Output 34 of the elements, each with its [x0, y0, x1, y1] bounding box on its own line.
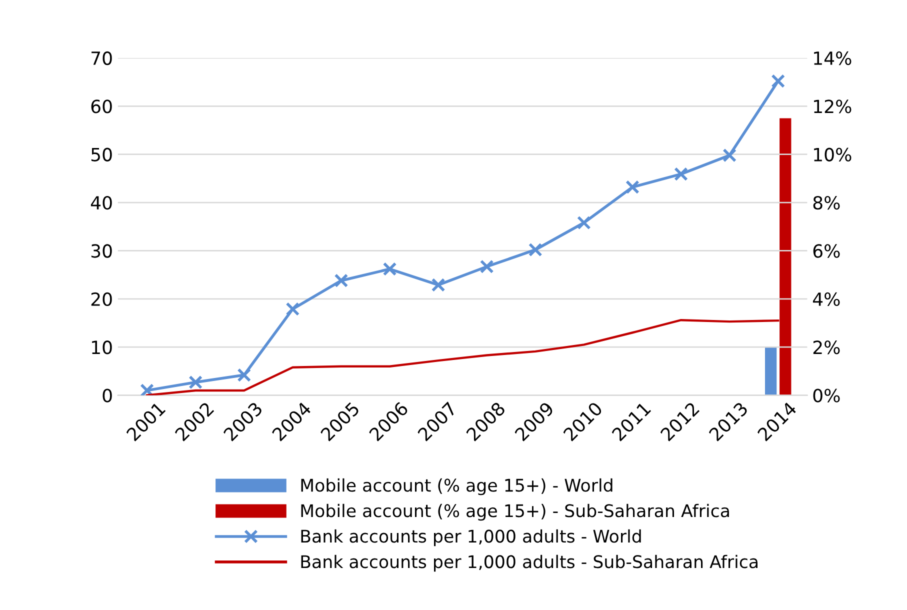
y2-tick-label: 6%: [813, 244, 840, 258]
legend-label: Bank accounts per 1,000 adults - Sub-Saharan Africa: [301, 554, 758, 572]
point: [576, 216, 591, 230]
y-tick-label: 20: [91, 292, 112, 306]
y2-tick-label: 4%: [812, 292, 840, 306]
y-tick-label: 60: [91, 100, 112, 114]
point: [140, 384, 154, 396]
point: [188, 375, 203, 390]
y-tick-label: 40: [90, 196, 112, 210]
y2-tick-label: 2%: [813, 340, 840, 354]
y2-tick-label: 10%: [814, 148, 852, 162]
y-tick-label: 50: [91, 148, 112, 162]
point: [674, 167, 688, 182]
point: [771, 74, 786, 88]
legend-label: Mobile account (% age 15+) - Sub-Saharan Africa: [301, 504, 729, 521]
point: [237, 368, 252, 382]
y-tick-label: 10: [92, 340, 112, 354]
y-tick-label: 0: [102, 388, 112, 402]
y-tick-label: 30: [91, 244, 112, 258]
y2-tick-label: 0%: [813, 388, 840, 402]
y-tick-label: 70: [92, 51, 112, 66]
point: [286, 302, 300, 316]
y2-tick-label: 12%: [814, 100, 852, 114]
point: [722, 148, 737, 162]
point: [626, 180, 640, 194]
point: [334, 274, 348, 288]
point: [528, 242, 542, 257]
legend-label: Bank accounts per 1,000 adults - World: [301, 529, 641, 546]
y2-tick-label: 8%: [813, 196, 840, 210]
legend-label: Mobile account (% age 15+) - World: [301, 478, 612, 496]
point: [480, 260, 494, 274]
y2-tick-label: 14%: [814, 51, 852, 66]
point: [431, 278, 446, 292]
point: [382, 262, 397, 276]
